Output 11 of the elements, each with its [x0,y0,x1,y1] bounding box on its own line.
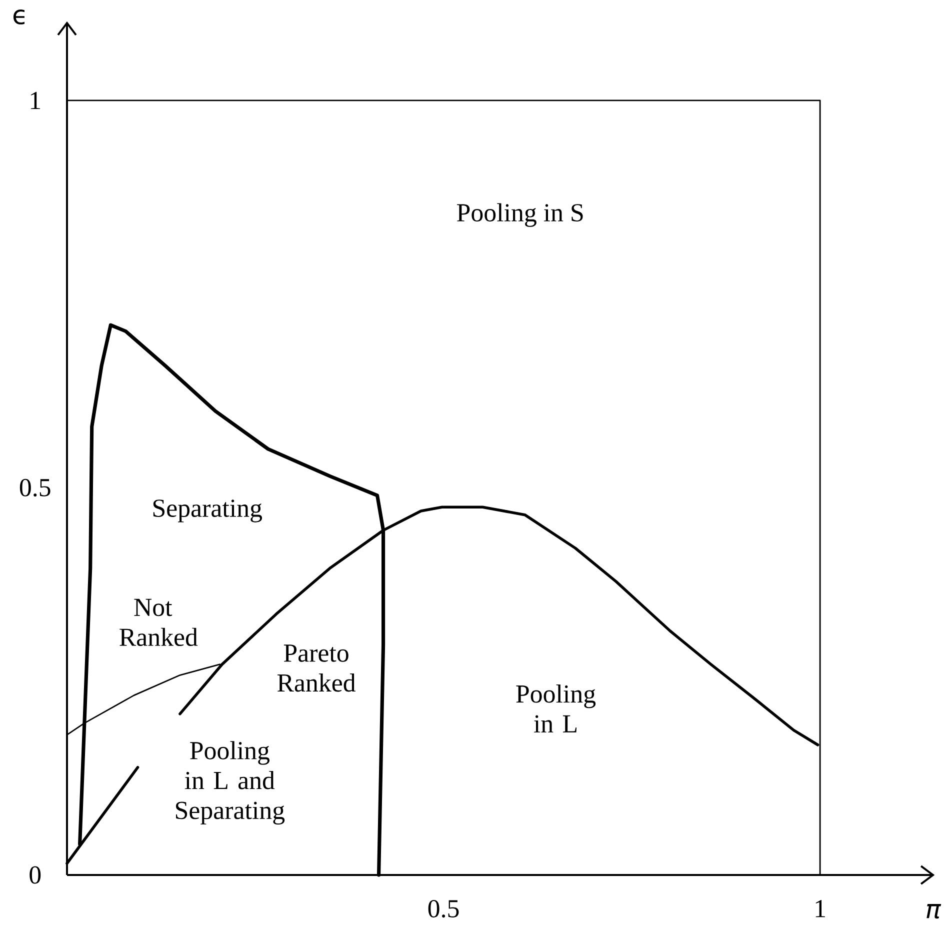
y-tick-label: 0 [30,866,41,884]
y-axis-title: ϵ [13,10,24,24]
y-tick-label: 0.5 [20,478,50,497]
annotation: Pooling in S [457,203,583,227]
annotation: Pareto Ranked [277,644,356,692]
annotation: Separating [153,500,262,522]
y-tick-label: 1 [30,92,40,109]
annotation: Pooling in L [516,684,596,732]
annotation: Pooling in L and Separating [176,741,285,824]
x-axis-title: π [926,904,942,919]
annotation: Not Ranked [120,598,198,646]
